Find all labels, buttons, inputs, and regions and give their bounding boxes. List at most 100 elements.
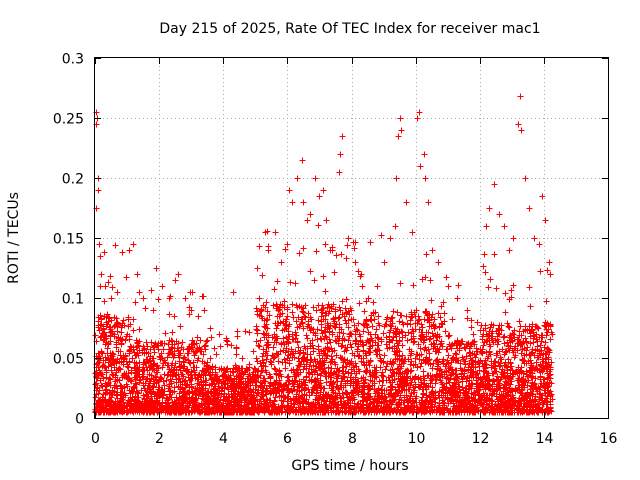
data-point: [329, 247, 336, 254]
y-axis-label: ROTI / TECUs: [6, 192, 22, 284]
data-point: [102, 283, 109, 290]
data-point: [246, 361, 253, 368]
y-tick-label: 0.15: [53, 232, 84, 248]
y-tick-label: 0.05: [53, 352, 84, 368]
data-point: [230, 289, 237, 296]
data-point: [140, 295, 147, 302]
data-point: [126, 247, 133, 254]
axis-ticks: [95, 58, 609, 419]
x-tick-label: 10: [408, 431, 426, 447]
data-point: [435, 259, 442, 266]
data-point: [307, 211, 314, 218]
data-point: [445, 283, 452, 290]
data-point: [207, 325, 214, 332]
data-point: [486, 205, 493, 212]
data-point: [345, 235, 352, 242]
data-point: [336, 169, 343, 176]
data-point: [483, 223, 490, 230]
data-point: [429, 247, 436, 254]
x-axis-label: GPS time / hours: [291, 458, 408, 474]
data-point: [166, 295, 173, 302]
x-tick-label: 12: [472, 431, 490, 447]
data-point: [454, 295, 461, 302]
data-point: [153, 265, 160, 272]
data-point: [265, 247, 272, 254]
data-point: [323, 217, 330, 224]
data-point: [119, 249, 126, 256]
data-point: [546, 259, 553, 266]
data-point: [256, 295, 263, 302]
data-point: [522, 175, 529, 182]
data-point: [278, 259, 285, 266]
x-tick-label: 14: [536, 431, 554, 447]
data-point: [312, 175, 319, 182]
data-point: [358, 271, 365, 278]
data-point: [517, 93, 524, 100]
data-point: [515, 121, 522, 128]
data-point: [501, 223, 508, 230]
x-tick-label: 4: [219, 431, 228, 447]
data-point: [130, 241, 137, 248]
data-point: [491, 181, 498, 188]
data-point: [339, 133, 346, 140]
data-point: [381, 259, 388, 266]
data-point: [536, 241, 543, 248]
data-point: [108, 295, 115, 302]
data-point: [496, 211, 503, 218]
data-point: [510, 235, 517, 242]
data-point: [188, 307, 195, 314]
data-point: [352, 259, 359, 266]
y-tick-labels: 0 0.05 0.1 0.15 0.2 0.25 0.3: [53, 52, 84, 428]
data-point: [397, 115, 404, 122]
data-point: [300, 199, 307, 206]
data-point: [175, 271, 182, 278]
data-point: [547, 271, 554, 278]
x-tick-label: 16: [600, 431, 618, 447]
data-point: [474, 319, 481, 326]
data-point: [425, 199, 432, 206]
data-point: [518, 127, 525, 134]
data-point: [395, 133, 402, 140]
data-point: [320, 187, 327, 194]
data-point: [398, 127, 405, 134]
data-point: [403, 199, 410, 206]
data-point: [421, 151, 428, 158]
data-point: [95, 187, 102, 194]
data-point: [392, 223, 399, 230]
data-point: [299, 157, 306, 164]
data-point: [114, 289, 121, 296]
data-point: [464, 307, 471, 314]
plot-frame: [94, 57, 609, 419]
x-tick-labels: 0 2 4 6 8 10 12 14 16: [91, 431, 617, 447]
data-point: [414, 115, 421, 122]
data-point: [304, 217, 311, 224]
y-tick-label: 0.1: [62, 292, 84, 308]
data-point: [284, 241, 291, 248]
data-point: [195, 313, 202, 320]
data-point: [96, 241, 103, 248]
data-point: [422, 175, 429, 182]
y-tick-label: 0.25: [53, 112, 84, 128]
data-point: [393, 175, 400, 182]
data-point: [337, 151, 344, 158]
data-point: [98, 271, 105, 278]
data-point: [286, 187, 293, 194]
data-point: [262, 229, 269, 236]
data-point: [97, 253, 104, 260]
data-point: [374, 283, 381, 290]
data-point: [409, 229, 416, 236]
y-tick-label: 0: [75, 412, 84, 428]
data-point: [217, 343, 224, 350]
data-point: [239, 355, 246, 362]
y-tick-label: 0.2: [62, 172, 84, 188]
data-point: [201, 307, 208, 314]
x-tick-label: 6: [283, 431, 292, 447]
data-point: [542, 217, 549, 224]
data-point: [289, 199, 296, 206]
data-point: [416, 109, 423, 116]
y-tick-label: 0.3: [62, 52, 84, 68]
data-point: [539, 193, 546, 200]
roti-dense-cloud: [92, 222, 556, 416]
data-point: [365, 295, 372, 302]
